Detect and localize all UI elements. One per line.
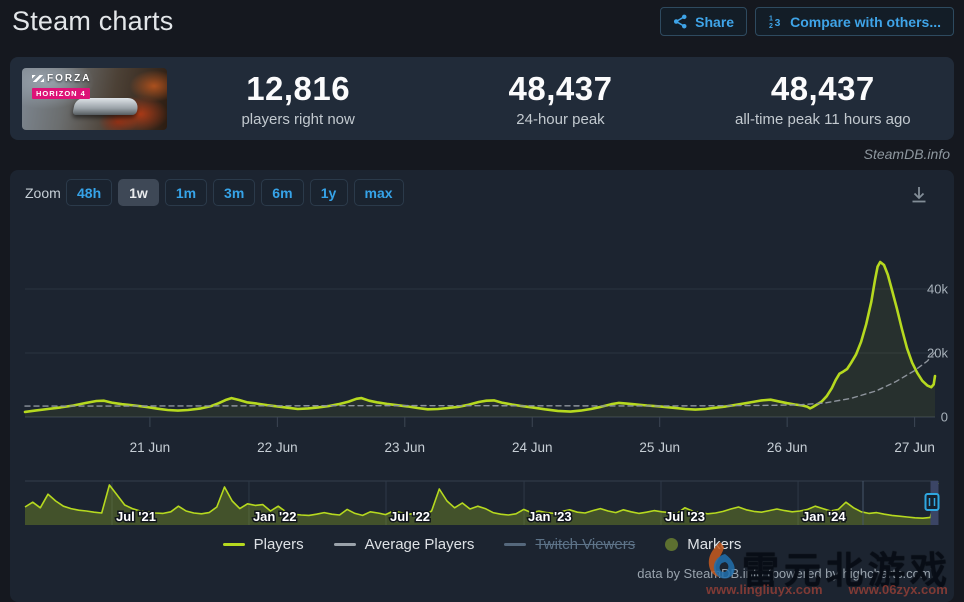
- stat-players-now: 12,816 players right now: [167, 70, 429, 128]
- x-axis-label-22-Jun: 22 Jun: [257, 440, 298, 455]
- stat-alltime-peak: 48,437 all-time peak 11 hours ago: [692, 70, 954, 128]
- share-label: Share: [695, 13, 735, 30]
- header: Steam charts Share 1 2 3 Compare with ot…: [0, 0, 964, 52]
- zoom-range-1y[interactable]: 1y: [309, 179, 348, 206]
- navigator-label-Jan22: Jan '22: [253, 509, 297, 524]
- legend-swatch: [333, 543, 356, 546]
- legend-swatch: [222, 543, 245, 546]
- x-axis-label-21-Jun: 21 Jun: [130, 440, 171, 455]
- header-actions: Share 1 2 3 Compare with others...: [660, 7, 954, 36]
- navigator-label-Jan23: Jan '23: [528, 509, 572, 524]
- legend-item-average-players[interactable]: Average Players: [333, 536, 475, 553]
- x-axis-label-23-Jun: 23 Jun: [385, 440, 426, 455]
- zoom-range-max[interactable]: max: [353, 179, 404, 206]
- navigator-label-Jul21: Jul '21: [116, 509, 156, 524]
- x-axis-label-26-Jun: 26 Jun: [767, 440, 808, 455]
- zoom-label: Zoom: [25, 185, 61, 201]
- zoom-range-1w[interactable]: 1w: [118, 179, 159, 206]
- x-axis-label-24-Jun: 24 Jun: [512, 440, 553, 455]
- share-icon: [674, 14, 687, 29]
- forza-stripes-icon: [32, 75, 44, 82]
- stat-players-now-value: 12,816: [246, 69, 351, 107]
- page-title: Steam charts: [12, 6, 174, 36]
- stat-24h-peak-label: 24-hour peak: [516, 110, 605, 128]
- legend-label: Twitch Viewers: [535, 536, 636, 553]
- legend-item-twitch-viewers[interactable]: Twitch Viewers: [504, 536, 635, 553]
- zoom-range-48h[interactable]: 48h: [66, 179, 113, 206]
- svg-text:1: 1: [769, 16, 773, 23]
- compare-label: Compare with others...: [790, 13, 941, 30]
- zoom-range-buttons: 48h 1w 1m 3m 6m 1y max: [66, 179, 404, 206]
- car-art: [72, 97, 140, 115]
- legend-item-players[interactable]: Players: [222, 536, 304, 553]
- legend-swatch: [504, 543, 527, 546]
- navigator-label-Jul23: Jul '23: [665, 509, 705, 524]
- navigator-label-Jan24: Jan '24: [802, 509, 846, 524]
- zoom-range-3m[interactable]: 3m: [213, 179, 256, 206]
- stat-24h-peak: 48,437 24-hour peak: [429, 70, 691, 128]
- x-axis-label-25-Jun: 25 Jun: [639, 440, 680, 455]
- chart-panel: Zoom 48h 1w 1m 3m 6m 1y max 0 20k 40k 21 Jun 22 Ju…: [10, 170, 954, 602]
- player-chart-svg[interactable]: 0 20k 40k 21 Jun 22 Jun 23 Jun 24 Jun 25 Jun 26 …: [10, 170, 954, 602]
- svg-text:2: 2: [769, 23, 773, 29]
- compare-icon: 1 2 3: [769, 16, 781, 29]
- share-button[interactable]: Share: [660, 7, 748, 36]
- chart-credits: data by SteamDB.info (powered by highcha…: [637, 566, 935, 581]
- game-logo-line1: FORZA: [47, 72, 92, 84]
- stat-players-now-label: players right now: [241, 110, 355, 128]
- players-line: [23, 260, 937, 414]
- game-logo: FORZA HORIZON 4: [32, 72, 92, 100]
- zoom-range-1m[interactable]: 1m: [164, 179, 208, 206]
- steamdb-watermark: SteamDB.info: [863, 146, 950, 162]
- game-logo-line2: HORIZON 4: [32, 88, 90, 99]
- compare-button[interactable]: 1 2 3 Compare with others...: [755, 7, 954, 36]
- game-thumbnail[interactable]: FORZA HORIZON 4: [22, 67, 167, 130]
- legend-label: Markers: [687, 536, 742, 553]
- stat-alltime-peak-value: 48,437: [770, 69, 875, 107]
- stat-alltime-peak-label: all-time peak 11 hours ago: [734, 110, 911, 128]
- navigator-handle[interactable]: [924, 493, 940, 511]
- navigator-label-Jul22: Jul '22: [390, 509, 430, 524]
- legend-label: Players: [253, 536, 304, 553]
- legend-item-markers[interactable]: Markers: [665, 536, 741, 553]
- zoom-range-6m[interactable]: 6m: [261, 179, 304, 206]
- chart-toolbar: Zoom 48h 1w 1m 3m 6m 1y max: [10, 170, 954, 216]
- legend-swatch: [665, 538, 679, 551]
- y-axis-label-20k: 20k: [927, 346, 948, 361]
- chart-legend: Players Average Players Twitch Viewers Mark…: [10, 536, 954, 553]
- average-players-line: [24, 351, 936, 407]
- players-area: [25, 262, 935, 417]
- y-axis-label-40k: 40k: [927, 282, 948, 297]
- y-axis-label-0: 0: [941, 410, 948, 425]
- legend-label: Average Players: [364, 536, 475, 553]
- stats-panel: FORZA HORIZON 4 12,816 players right now…: [10, 57, 954, 140]
- stat-24h-peak-value: 48,437: [508, 69, 613, 107]
- svg-text:3: 3: [775, 18, 781, 29]
- navigator-line: [24, 482, 939, 519]
- navigator-area: [25, 483, 938, 525]
- download-icon[interactable]: [908, 184, 930, 206]
- x-axis-label-27-Jun: 27 Jun: [894, 440, 935, 455]
